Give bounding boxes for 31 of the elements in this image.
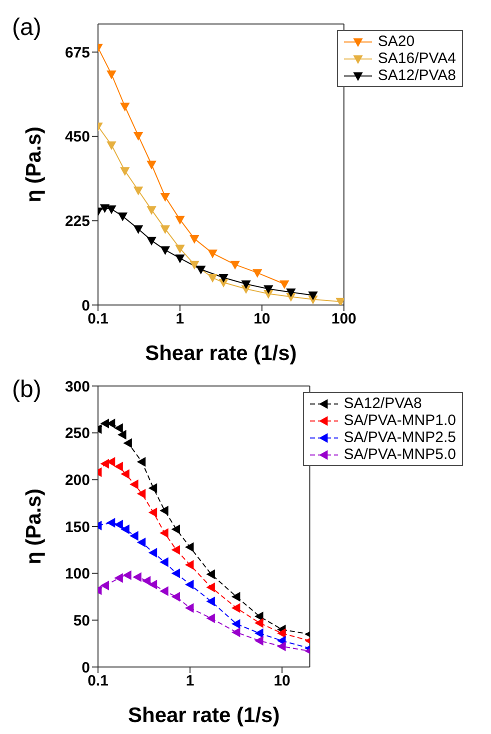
y-axis-title: η (Pa.s) [22, 126, 46, 202]
x-tick-label: 1 [186, 672, 194, 690]
y-tick-label: 0 [82, 297, 90, 314]
legend-label: SA/PVA-MNP5.0 [344, 446, 456, 463]
x-tick-label: 100 [331, 310, 356, 328]
y-tick-label: 300 [64, 378, 90, 396]
x-axis-title: Shear rate (1/s) [145, 342, 297, 365]
y-tick-label: 225 [64, 213, 90, 230]
legend-label: SA12/PVA8 [344, 395, 422, 412]
legend-label: SA12/PVA8 [378, 67, 456, 84]
x-tick-label: 1 [176, 310, 184, 328]
text: (b) [12, 376, 42, 404]
y-tick-label: 100 [64, 566, 90, 583]
y-tick-label: 675 [64, 44, 90, 62]
x-axis-title: Shear rate (1/s) [128, 704, 280, 727]
y-axis-title: η (Pa.s) [22, 488, 46, 564]
x-tick-label: 10 [274, 672, 290, 690]
y-tick-label: 50 [73, 612, 90, 630]
y-tick-label: 0 [82, 659, 90, 676]
legend-label: SA16/PVA4 [378, 50, 456, 67]
legend-label: SA20 [378, 33, 415, 50]
legend-label: SA/PVA-MNP2.5 [344, 429, 456, 446]
y-tick-label: 150 [64, 518, 90, 536]
x-tick-label: 0.1 [88, 310, 108, 328]
legend-label: SA/PVA-MNP1.0 [344, 412, 456, 429]
text: (a) [12, 14, 42, 42]
y-tick-label: 250 [64, 425, 90, 442]
y-tick-label: 450 [64, 128, 90, 146]
y-tick-label: 200 [64, 472, 90, 489]
x-tick-label: 0.1 [88, 672, 108, 690]
x-tick-label: 10 [254, 310, 270, 328]
